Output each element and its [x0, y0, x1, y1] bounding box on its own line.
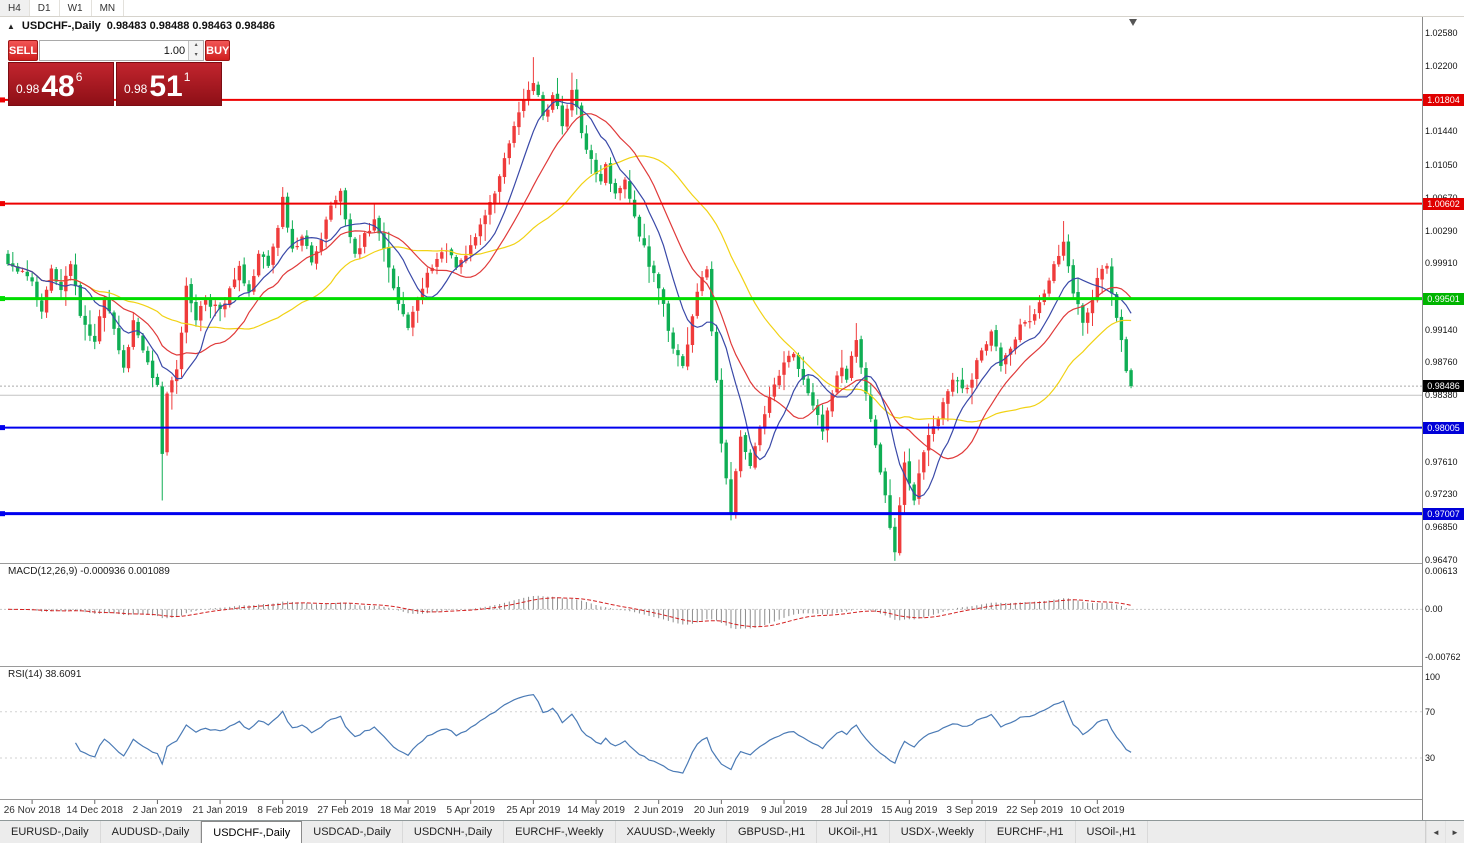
date-axis-label: 27 Feb 2019	[317, 805, 374, 816]
chart-tab-eurusd-daily[interactable]: EURUSD-,Daily	[0, 821, 101, 843]
tabs-scroll-left-button[interactable]: ◄	[1426, 821, 1445, 843]
date-axis-label: 18 Mar 2019	[380, 805, 437, 816]
price-axis-label: 0.98760	[1425, 357, 1458, 368]
buy-price-tile[interactable]: 0.98 51 1	[116, 62, 222, 106]
volume-decrease-icon[interactable]: ▾	[189, 50, 204, 60]
price-chart-canvas[interactable]: 26 Nov 2018 14 Dec 2018 2 Jan 2019 21 Jan 2…	[0, 0, 1422, 820]
date-axis-label: 5 Apr 2019	[447, 805, 496, 816]
rsi-scale-label: 100	[1425, 672, 1441, 682]
macd-indicator-label: MACD(12,26,9) -0.000936 0.001089	[8, 566, 170, 577]
macd-scale-label: 0.00613	[1425, 566, 1458, 576]
chart-tab-usdcad-daily[interactable]: USDCAD-,Daily	[302, 821, 403, 843]
chart-tab-usdcnh-daily[interactable]: USDCNH-,Daily	[402, 821, 505, 843]
macd-panel-separator[interactable]	[0, 563, 1464, 564]
timeframe-button-d1[interactable]: D1	[30, 0, 60, 16]
rsi-scale-label: 30	[1425, 753, 1436, 763]
sell-button[interactable]: SELL	[8, 40, 39, 61]
volume-increase-icon[interactable]: ▴	[189, 41, 204, 51]
price-axis-label: 1.02200	[1425, 60, 1458, 71]
chart-tab-usdchf-daily[interactable]: USDCHF-,Daily	[201, 821, 303, 843]
buy-price-big: 51	[149, 70, 183, 103]
date-axis-label: 2 Jun 2019	[634, 805, 684, 816]
timeframe-button-mn[interactable]: MN	[92, 0, 125, 16]
date-axis-separator	[0, 799, 1464, 800]
volume-spin-buttons: ▴ ▾	[188, 41, 204, 60]
one-click-trading-panel: SELL ▴ ▾ BUY 0.98 48 6 0.98 51 1	[8, 40, 231, 106]
current-price-badge: 0.98486	[1423, 380, 1464, 393]
price-axis-label: 0.98380	[1425, 390, 1458, 401]
price-axis-label: 0.96470	[1425, 555, 1458, 565]
price-axis-label: 0.97610	[1425, 456, 1458, 467]
chart-tab-usdx-weekly[interactable]: USDX-,Weekly	[889, 821, 986, 843]
rsi-indicator-label: RSI(14) 38.6091	[8, 669, 82, 680]
price-axis-label: 1.01440	[1425, 126, 1458, 137]
date-axis-label: 26 Nov 2018	[4, 805, 61, 816]
price-axis-label: 1.01050	[1425, 159, 1458, 170]
chart-tab-eurchf-h1[interactable]: EURCHF-,H1	[985, 821, 1076, 843]
date-axis-label: 20 Jun 2019	[694, 805, 749, 816]
price-axis[interactable]: 1.025801.022001.014401.010501.006701.002…	[1422, 16, 1464, 820]
macd-scale-label: 0.00	[1425, 604, 1443, 615]
level-line-handle[interactable]	[0, 201, 5, 207]
level-line-handle[interactable]	[0, 97, 5, 103]
sell-price-small: 0.98	[16, 82, 40, 96]
timeframe-toolbar: H4 D1 W1 MN	[0, 0, 1464, 17]
date-axis-label: 25 Apr 2019	[506, 805, 560, 816]
date-axis-label: 21 Jan 2019	[193, 805, 248, 816]
sell-price-tile[interactable]: 0.98 48 6	[8, 62, 114, 106]
sell-price-sup: 6	[75, 70, 83, 84]
buy-price-sup: 1	[183, 70, 191, 84]
chart-shift-marker-icon[interactable]	[1129, 19, 1137, 26]
rsi-scale-label: 70	[1425, 706, 1436, 717]
volume-stepper: ▴ ▾	[39, 40, 205, 61]
chart-tab-xauusd-weekly[interactable]: XAUUSD-,Weekly	[615, 821, 727, 843]
chart-header: ▲ USDCHF-,Daily 0.98483 0.98488 0.98463 …	[7, 20, 275, 32]
level-line-handle[interactable]	[0, 425, 5, 431]
sell-price-big: 48	[41, 70, 75, 103]
price-axis-label: 0.99140	[1425, 324, 1458, 335]
price-axis-label: 1.02580	[1425, 28, 1458, 38]
timeframe-button-h4[interactable]: H4	[0, 0, 30, 16]
tabs-scroll-arrows: ◄ ►	[1425, 821, 1464, 843]
date-axis-label: 8 Feb 2019	[257, 805, 308, 816]
date-axis-label: 28 Jul 2019	[821, 805, 873, 816]
price-axis-label: 0.99910	[1425, 258, 1458, 269]
level-line-handle[interactable]	[0, 511, 5, 517]
timeframe-button-w1[interactable]: W1	[60, 0, 92, 16]
level-line-handle[interactable]	[0, 296, 5, 302]
chart-ohlc-values: 0.98483 0.98488 0.98463 0.98486	[106, 20, 275, 32]
date-axis-label: 3 Sep 2019	[946, 805, 998, 816]
chart-symbol-label: USDCHF-,Daily	[21, 20, 101, 32]
price-axis-label: 0.96850	[1425, 522, 1458, 533]
macd-scale-label: -0.00762	[1425, 652, 1461, 662]
date-axis-label: 22 Sep 2019	[1006, 805, 1063, 816]
volume-input[interactable]	[40, 41, 189, 60]
level-price-badge: 1.01804	[1423, 93, 1464, 106]
chart-tab-usoil-h1[interactable]: USOil-,H1	[1075, 821, 1149, 843]
date-axis-label: 14 May 2019	[567, 805, 625, 816]
buy-price-small: 0.98	[124, 82, 148, 96]
chart-tabs: EURUSD-,Daily AUDUSD-,Daily USDCHF-,Daily U…	[0, 821, 1149, 843]
rsi-panel-separator[interactable]	[0, 666, 1464, 667]
chart-tab-audusd-daily[interactable]: AUDUSD-,Daily	[100, 821, 202, 843]
tabs-scroll-right-button[interactable]: ►	[1445, 821, 1464, 843]
chart-tab-ukoil-h1[interactable]: UKOil-,H1	[817, 821, 890, 843]
price-axis-label: 0.97230	[1425, 489, 1458, 500]
date-axis-label: 14 Dec 2018	[66, 805, 123, 816]
level-price-badge: 0.99501	[1423, 292, 1464, 305]
date-axis-label: 15 Aug 2019	[881, 805, 938, 816]
buy-button[interactable]: BUY	[205, 40, 231, 61]
level-price-badge: 0.98005	[1423, 421, 1464, 434]
chart-tabs-bar: EURUSD-,Daily AUDUSD-,Daily USDCHF-,Daily U…	[0, 820, 1464, 843]
level-price-badge: 0.97007	[1423, 507, 1464, 520]
level-price-badge: 1.00602	[1423, 197, 1464, 210]
collapse-trade-panel-icon[interactable]: ▲	[7, 21, 15, 31]
chart-tab-gbpusd-h1[interactable]: GBPUSD-,H1	[726, 821, 818, 843]
date-axis-label: 2 Jan 2019	[133, 805, 183, 816]
date-axis-label: 10 Oct 2019	[1070, 805, 1125, 816]
chart-tab-eurchf-weekly[interactable]: EURCHF-,Weekly	[504, 821, 616, 843]
date-axis-label: 9 Jul 2019	[761, 805, 808, 816]
price-axis-label: 1.00290	[1425, 225, 1458, 236]
